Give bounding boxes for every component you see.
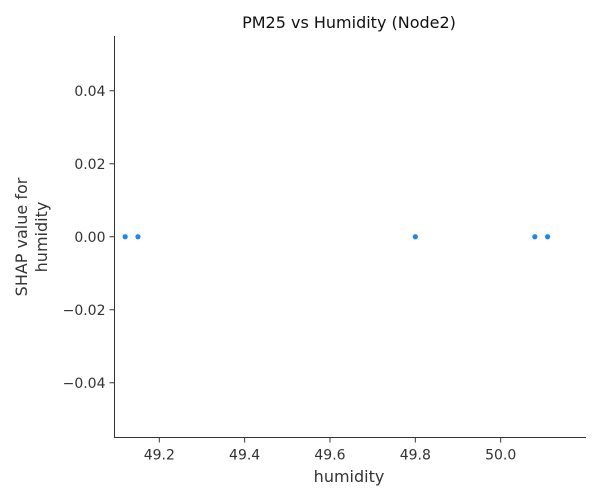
data-point: [135, 234, 141, 240]
data-points: [122, 234, 551, 240]
x-ticks: 49.2 49.4 49.6 49.8 50.0: [144, 437, 516, 464]
y-tick-label: −0.02: [63, 303, 106, 319]
data-point: [412, 234, 418, 240]
y-tick-label: 0.02: [74, 157, 105, 173]
y-axis-label-line-2: humidity: [32, 202, 51, 273]
y-axis-label: SHAP value for humidity: [12, 177, 51, 296]
x-tick-label: 49.4: [229, 448, 260, 464]
y-ticks: 0.04 0.02 0.00 −0.02 −0.04: [63, 84, 115, 392]
y-axis-label-line-1: SHAP value for: [12, 177, 31, 296]
y-tick-label: −0.04: [63, 376, 106, 392]
x-tick-label: 49.8: [400, 448, 431, 464]
y-tick-label: 0.04: [74, 84, 105, 100]
data-point: [122, 234, 128, 240]
x-axis-label: humidity: [314, 467, 385, 486]
data-point: [544, 234, 551, 240]
data-point: [532, 234, 538, 240]
chart-title: PM25 vs Humidity (Node2): [242, 13, 456, 32]
x-tick-label: 50.0: [485, 448, 516, 464]
x-tick-label: 49.6: [314, 448, 345, 464]
y-tick-label: 0.00: [74, 230, 105, 246]
x-tick-label: 49.2: [144, 448, 175, 464]
